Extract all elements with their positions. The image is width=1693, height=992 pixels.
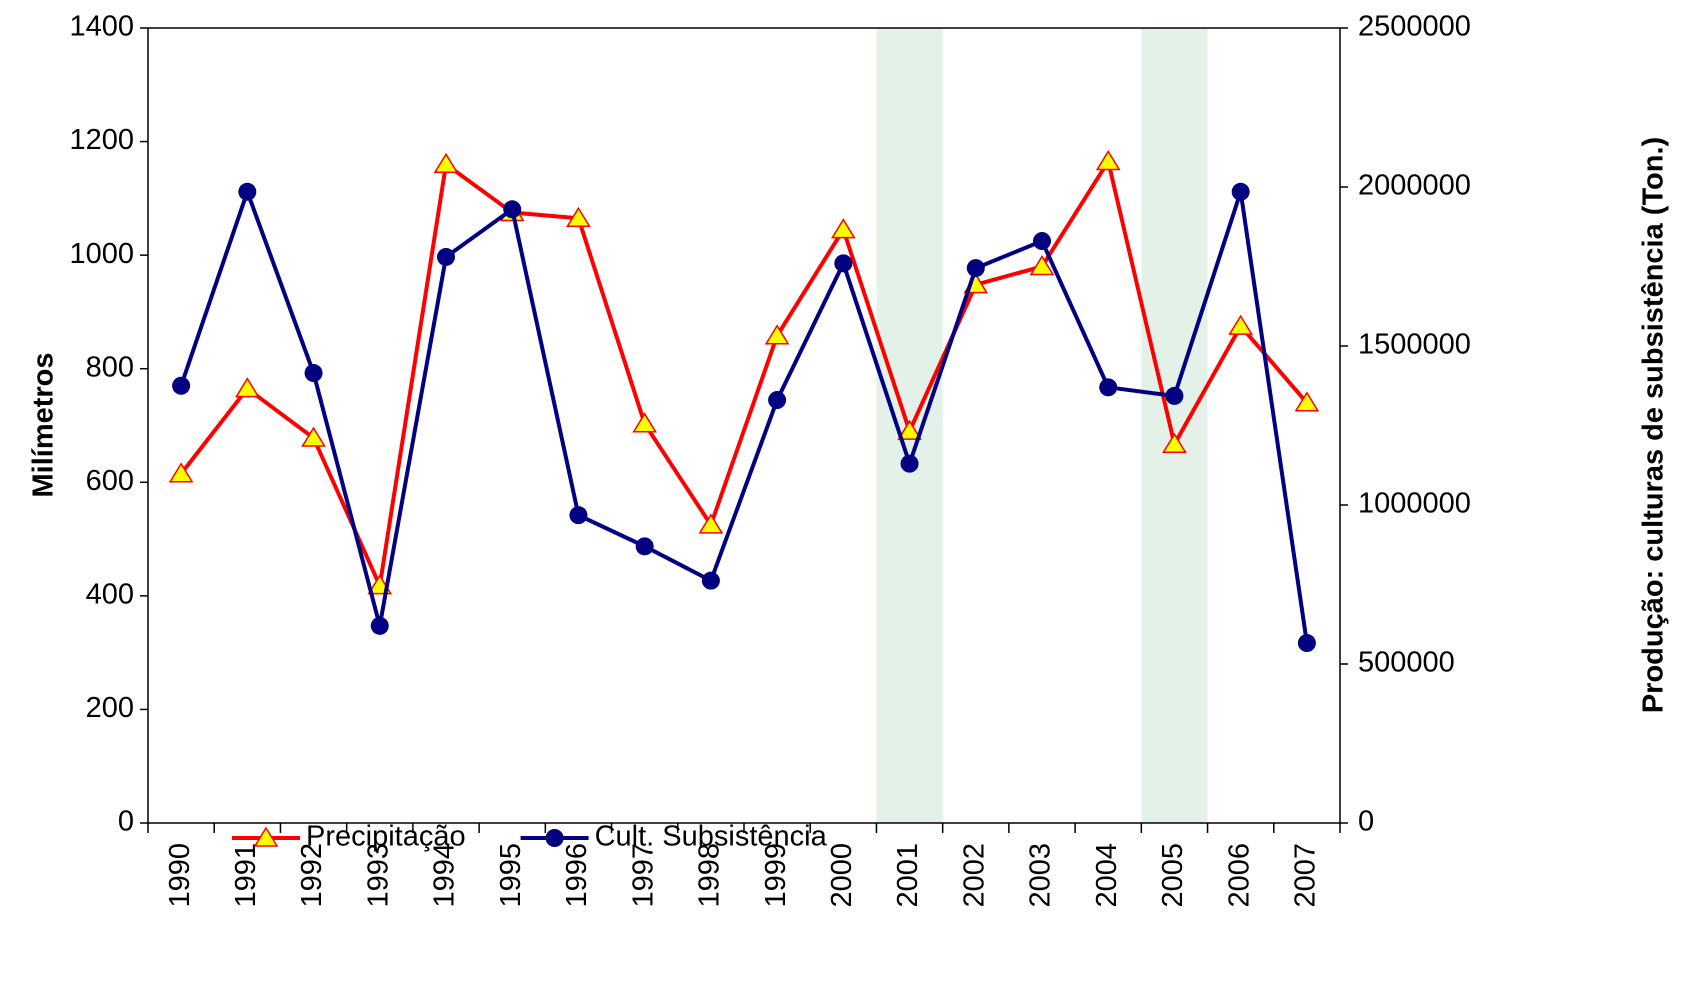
marker: [768, 391, 787, 410]
marker: [966, 259, 985, 278]
y-tick-label: 800: [86, 351, 134, 383]
x-tick-label: 2001: [892, 843, 924, 908]
marker: [566, 206, 591, 227]
x-tick-label: 1990: [164, 843, 196, 908]
y-tick-label: 1400: [69, 11, 134, 43]
y2-tick-label: 2000000: [1358, 170, 1471, 202]
marker: [1029, 255, 1055, 276]
y-axis-label: Milímetros: [28, 352, 60, 497]
marker: [238, 182, 257, 201]
legend-label: Precipitação: [306, 821, 466, 853]
marker: [1231, 182, 1250, 201]
y-tick-label: 1200: [69, 124, 134, 156]
y-tick-label: 200: [86, 692, 134, 724]
x-tick-label: 2000: [826, 843, 858, 908]
series-line: [179, 185, 1309, 644]
y2-tick-label: 2500000: [1358, 11, 1471, 43]
marker: [632, 412, 658, 433]
x-tick-label: 2004: [1091, 843, 1123, 908]
x-tick-label: 2002: [958, 843, 990, 908]
marker: [1095, 150, 1121, 171]
y-tick-label: 1000: [69, 238, 134, 270]
y2-tick-label: 500000: [1358, 647, 1455, 679]
marker: [253, 826, 279, 847]
marker: [1165, 386, 1184, 405]
x-tick-label: 1998: [694, 843, 726, 908]
y-tick-label: 400: [86, 579, 134, 611]
marker: [1033, 232, 1051, 251]
marker: [897, 419, 922, 440]
marker: [503, 200, 522, 219]
x-tick-label: 2007: [1290, 843, 1322, 908]
marker: [370, 616, 389, 635]
x-tick-label: 1997: [627, 843, 659, 908]
marker: [172, 376, 191, 395]
marker: [437, 247, 455, 266]
x-tick-label: 2006: [1223, 843, 1255, 908]
x-tick-label: 1992: [296, 843, 328, 908]
marker: [433, 152, 459, 174]
marker: [304, 364, 323, 383]
marker: [1162, 432, 1187, 453]
marker: [900, 454, 919, 473]
y2-tick-label: 1500000: [1358, 329, 1471, 361]
marker: [764, 324, 790, 345]
y-tick-label: 600: [86, 465, 134, 497]
series-line: [179, 156, 1309, 593]
marker: [701, 571, 720, 590]
y-tick-label: 0: [118, 806, 134, 838]
marker: [830, 218, 856, 239]
y2-tick-label: 0: [1358, 806, 1374, 838]
marker: [301, 426, 326, 447]
x-tick-label: 2005: [1157, 843, 1189, 908]
x-tick-label: 1995: [495, 843, 527, 908]
marker: [698, 513, 724, 534]
highlight-band: [1141, 28, 1208, 823]
legend-label: Cult. Subsistência: [595, 821, 828, 853]
marker: [168, 462, 194, 483]
marker: [234, 377, 260, 398]
marker: [1099, 378, 1118, 397]
y2-axis-label: Produção: culturas de subsistência (Ton.…: [1638, 137, 1670, 713]
marker: [545, 829, 564, 847]
marker: [569, 506, 588, 525]
y2-tick-label: 1000000: [1358, 488, 1471, 520]
x-tick-label: 1999: [760, 843, 792, 908]
x-tick-label: 1996: [561, 843, 593, 908]
x-tick-label: 1991: [230, 843, 262, 908]
marker: [834, 254, 853, 273]
marker: [635, 537, 654, 556]
x-tick-label: 1993: [362, 843, 394, 908]
marker: [1297, 634, 1316, 653]
x-tick-label: 2003: [1025, 843, 1057, 908]
x-tick-label: 1994: [429, 843, 461, 908]
marker: [1294, 391, 1320, 412]
marker: [1228, 314, 1254, 335]
